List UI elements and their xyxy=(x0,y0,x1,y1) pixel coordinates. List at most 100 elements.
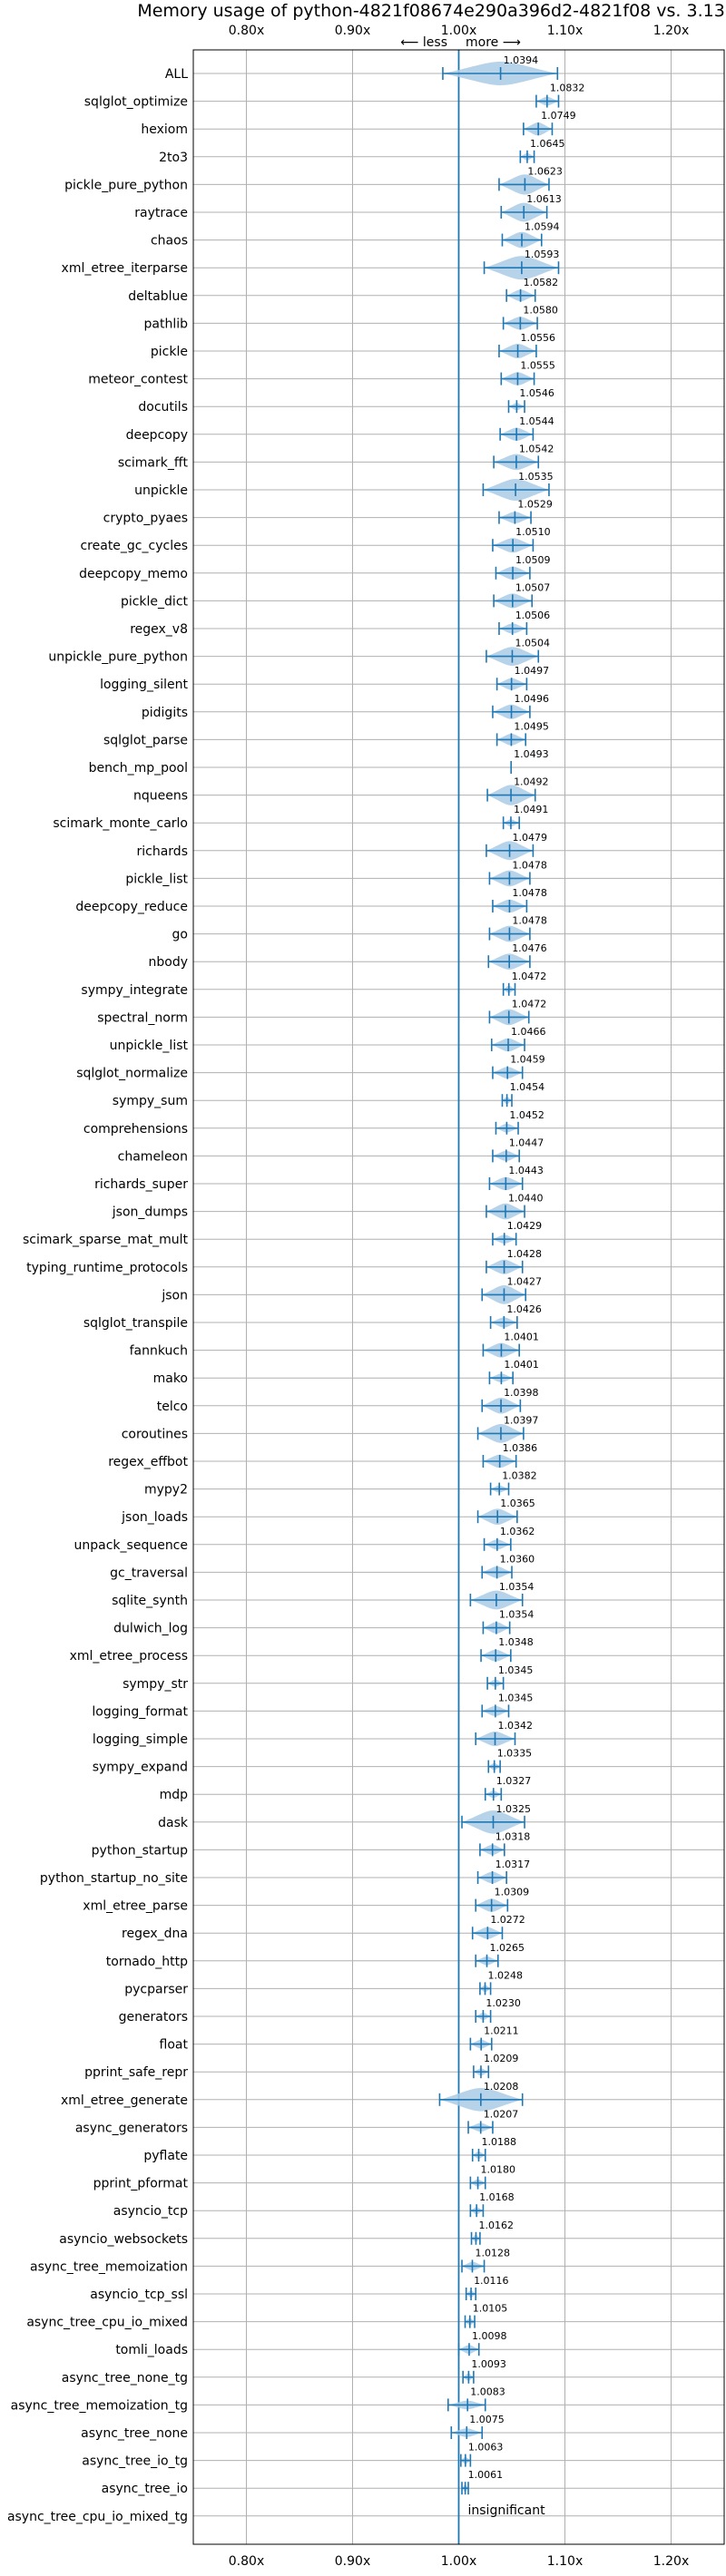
benchmark-name: pprint_pformat xyxy=(93,2177,189,2191)
value-label: 1.0478 xyxy=(512,887,547,899)
value-label: 1.0491 xyxy=(514,804,549,815)
value-label: 1.0083 xyxy=(470,2386,505,2397)
error-bars xyxy=(438,67,560,2495)
benchmark-name: chameleon xyxy=(118,1149,188,1164)
x-tick-labels: 0.80x 0.80x 0.90x 0.90x 1.00x 1.00x 1.10x 1.10x… xyxy=(229,24,689,2569)
benchmark-name: nbody xyxy=(149,955,189,970)
benchmark-name: tornado_http xyxy=(106,1955,188,1969)
benchmark-name: logging_silent xyxy=(100,678,188,692)
benchmark-name: deepcopy_memo xyxy=(79,567,188,581)
value-label: 1.0440 xyxy=(508,1193,544,1205)
value-label: 1.0507 xyxy=(515,581,551,593)
value-label: 1.0394 xyxy=(504,54,539,66)
value-label: 1.0348 xyxy=(498,1636,534,1648)
x-tick-label-top: 0.80x xyxy=(229,24,264,38)
value-label: 1.0075 xyxy=(469,2414,505,2425)
value-label: 1.0063 xyxy=(468,2442,504,2454)
value-label: 1.0504 xyxy=(515,638,550,649)
benchmark-name: fannkuch xyxy=(130,1344,188,1359)
benchmark-name: unpack_sequence xyxy=(74,1538,188,1553)
benchmark-name: regex_dna xyxy=(122,1927,188,1941)
benchmark-name: sqlglot_optimize xyxy=(84,95,188,110)
value-label: 1.0317 xyxy=(495,1859,531,1870)
benchmark-name: pidigits xyxy=(142,706,188,720)
value-label: 1.0345 xyxy=(498,1692,534,1703)
value-label: 1.0454 xyxy=(510,1081,545,1093)
plot-frame xyxy=(192,49,725,2545)
less-annotation: ⟵ less xyxy=(400,35,447,50)
value-label: 1.0342 xyxy=(498,1720,534,1732)
benchmark-name: async_tree_cpu_io_mixed_tg xyxy=(7,2510,188,2524)
benchmark-name: mako xyxy=(153,1371,188,1386)
x-tick-label-bottom: 1.10x xyxy=(547,2554,583,2569)
x-tick-label-bottom: 0.90x xyxy=(335,2554,370,2569)
x-tick-label-bottom: 0.80x xyxy=(229,2554,264,2569)
value-label: 1.0510 xyxy=(515,526,551,538)
benchmark-name: sqlglot_parse xyxy=(103,733,188,747)
benchmark-name: deltablue xyxy=(128,289,188,304)
value-label: 1.0493 xyxy=(514,748,549,760)
violin-shapes xyxy=(439,62,559,2493)
value-label: 1.0397 xyxy=(504,1414,539,1426)
value-label: 1.0582 xyxy=(524,277,559,288)
value-label: 1.0749 xyxy=(541,110,576,122)
benchmark-name: async_tree_cpu_io_mixed xyxy=(26,2316,188,2330)
value-label: 1.0309 xyxy=(495,1887,530,1898)
benchmark-name: sqlglot_normalize xyxy=(76,1067,188,1081)
value-label: 1.0645 xyxy=(530,138,565,150)
benchmark-name: mdp xyxy=(160,1788,189,1802)
value-label: 1.0365 xyxy=(500,1498,535,1509)
value-label: 1.0354 xyxy=(499,1609,535,1621)
value-label: 1.0211 xyxy=(484,2025,519,2037)
value-label: 1.0098 xyxy=(472,2330,507,2342)
value-label: 1.0497 xyxy=(515,665,550,677)
benchmark-name: pycparser xyxy=(124,1982,188,1996)
benchmark-name: pprint_safe_repr xyxy=(84,2065,188,2080)
benchmark-name: coroutines xyxy=(122,1427,188,1441)
value-label: 1.0495 xyxy=(514,720,549,732)
benchmark-name: async_tree_none xyxy=(81,2426,188,2441)
value-label: 1.0535 xyxy=(518,471,554,483)
value-label: 1.0593 xyxy=(525,249,560,260)
benchmark-name: comprehensions xyxy=(83,1122,188,1137)
value-label: 1.0580 xyxy=(523,304,558,316)
x-tick-label-top: 0.90x xyxy=(335,24,370,38)
benchmark-name: typing_runtime_protocols xyxy=(26,1261,188,1275)
benchmark-name: regex_effbot xyxy=(108,1455,188,1469)
value-label: 1.0544 xyxy=(519,415,554,427)
benchmark-name: sympy_sum xyxy=(113,1094,188,1108)
insignificant-label: insignificant xyxy=(468,2503,546,2518)
benchmark-name: xml_etree_iterparse xyxy=(62,261,188,276)
value-label: 1.0386 xyxy=(503,1442,538,1454)
benchmark-name: spectral_norm xyxy=(97,1010,188,1025)
benchmark-name: dulwich_log xyxy=(113,1622,188,1636)
value-label: 1.0476 xyxy=(512,942,547,954)
benchmark-name: sympy_integrate xyxy=(81,983,188,998)
value-label: 1.0105 xyxy=(473,2303,508,2315)
value-label: 1.0230 xyxy=(486,1997,521,2009)
benchmark-name: sqlite_synth xyxy=(112,1594,188,1608)
benchmark-name: ALL xyxy=(165,67,188,82)
benchmark-name: async_tree_memoization xyxy=(30,2259,188,2274)
value-label: 1.0272 xyxy=(490,1914,525,1926)
x-tick-label-bottom: 1.20x xyxy=(653,2554,689,2569)
benchmark-name: async_tree_io_tg xyxy=(82,2454,188,2469)
benchmark-name: python_startup xyxy=(92,1843,188,1858)
value-label: 1.0116 xyxy=(474,2275,509,2287)
benchmark-name: telco xyxy=(157,1400,188,1414)
value-label: 1.0248 xyxy=(488,1969,524,1981)
benchmark-name: hexiom xyxy=(141,122,188,137)
x-tick-label-top: 1.00x xyxy=(441,24,476,38)
benchmark-name: json xyxy=(161,1288,188,1303)
value-label: 1.0555 xyxy=(520,360,555,372)
benchmark-name: unpickle_list xyxy=(110,1039,189,1053)
benchmark-name: deepcopy xyxy=(126,428,188,443)
benchmark-name: sympy_str xyxy=(123,1677,188,1692)
value-label: 1.0180 xyxy=(481,2164,516,2176)
benchmark-name: json_loads xyxy=(121,1510,188,1525)
benchmark-name: nqueens xyxy=(133,789,188,804)
benchmark-name: pickle_dict xyxy=(121,594,189,609)
value-label: 1.0128 xyxy=(475,2247,510,2259)
benchmark-name: sqlglot_transpile xyxy=(83,1316,188,1331)
